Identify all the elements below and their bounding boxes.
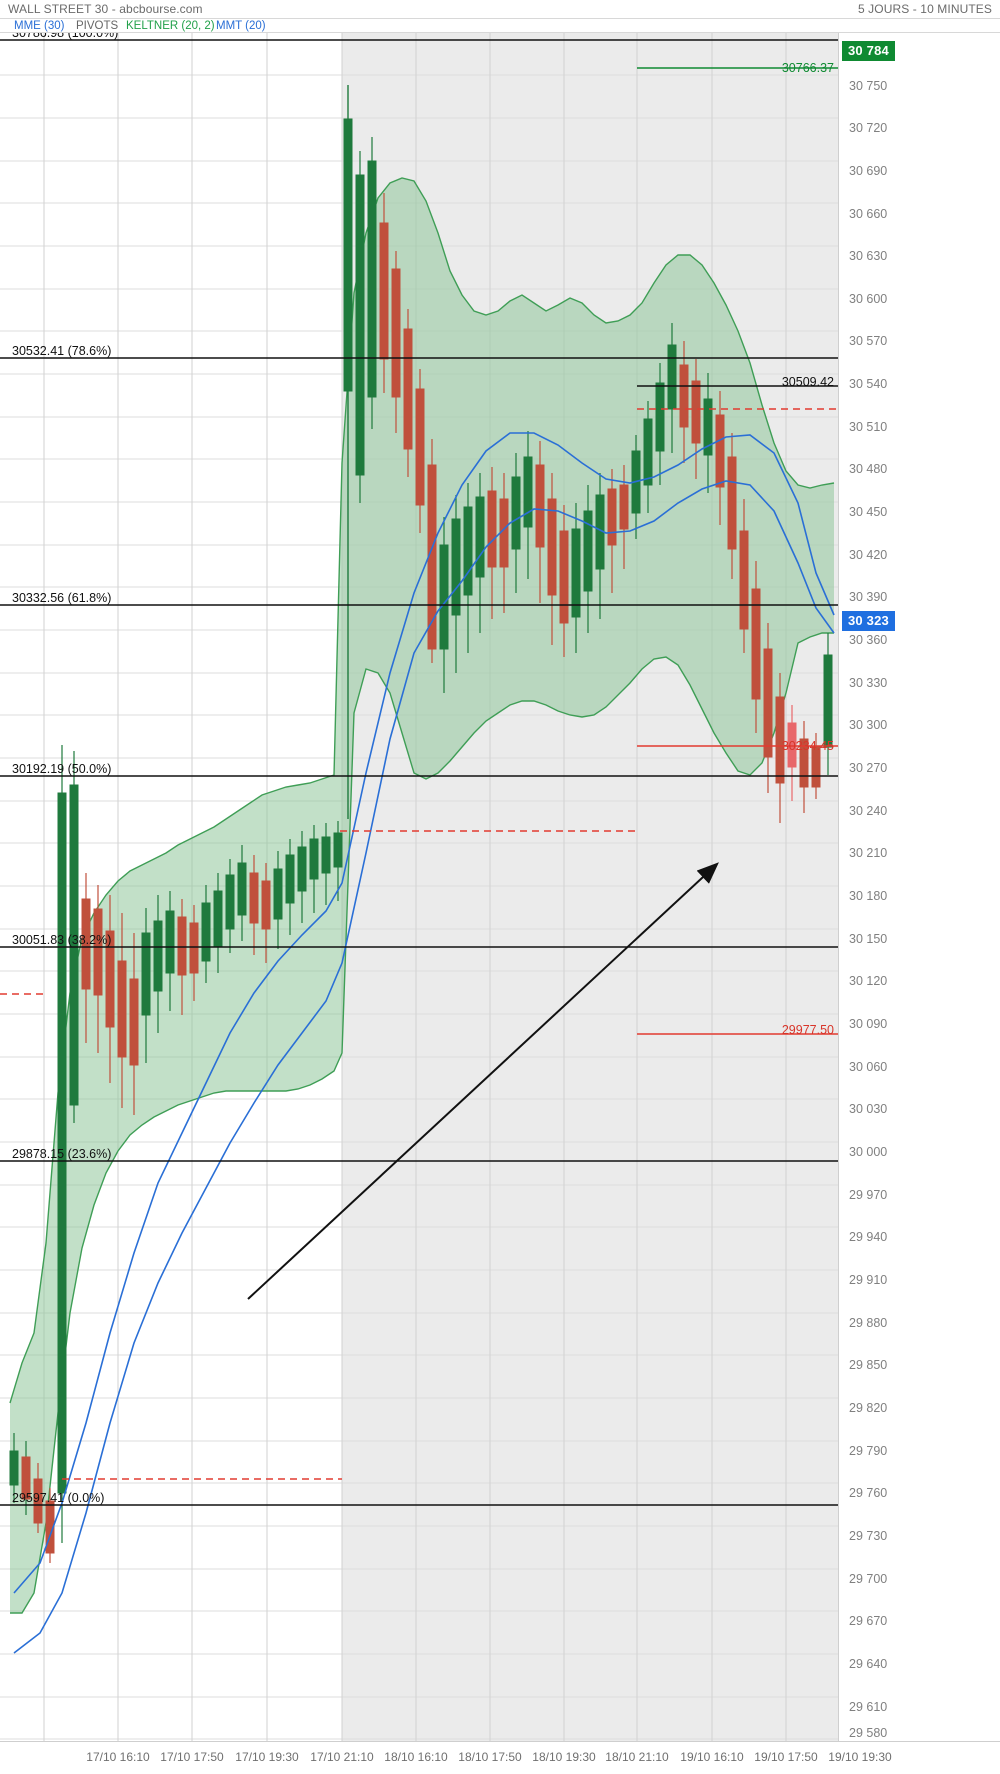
price-tick: 29 790 <box>849 1444 888 1458</box>
chart-plot-area[interactable]: 30786.98 (100.0%) 30532.41 (78.6%) 30332… <box>0 33 838 1741</box>
price-tick: 30 540 <box>849 377 888 391</box>
price-tick: 30 000 <box>849 1145 888 1159</box>
fib-label-786: 30532.41 (78.6%) <box>12 344 112 358</box>
time-tick: 17/10 17:50 <box>160 1750 224 1764</box>
price-tick: 29 910 <box>849 1273 888 1287</box>
time-tick: 19/10 17:50 <box>754 1750 818 1764</box>
keltner-upper-line <box>9 177 835 1404</box>
indicator-pivots[interactable]: PIVOTS <box>76 20 119 32</box>
time-tick: 17/10 16:10 <box>86 1750 150 1764</box>
price-tick: 30 480 <box>849 462 888 476</box>
fib-label-0: 29597.41 (0.0%) <box>12 1491 105 1505</box>
price-tick: 30 510 <box>849 420 888 434</box>
price-tick: 30 360 <box>849 633 888 647</box>
annotation-label-30234: 30234.45 <box>781 739 834 753</box>
fib-label-618: 30332.56 (61.8%) <box>12 591 112 605</box>
chart-canvas <box>0 33 838 1741</box>
indicator-legend-bar: MME (30) PIVOTS KELTNER (20, 2) MMT (20) <box>0 18 1000 33</box>
price-tick: 29 820 <box>849 1401 888 1415</box>
mmt-20-line <box>13 480 835 1654</box>
price-tick: 30 120 <box>849 974 888 988</box>
time-tick: 18/10 16:10 <box>384 1750 448 1764</box>
annotation-label-29977: 29977.50 <box>781 1023 834 1037</box>
price-tick: 30 750 <box>849 79 888 93</box>
price-tick: 30 570 <box>849 334 888 348</box>
fib-label-382: 30051.83 (38.2%) <box>12 933 112 947</box>
chart-header: WALL STREET 30 - abcbourse.com 5 JOURS -… <box>0 0 1000 18</box>
time-tick: 19/10 16:10 <box>680 1750 744 1764</box>
fib-label-50: 30192.19 (50.0%) <box>12 762 112 776</box>
price-badge-current: 30 323 <box>842 611 895 631</box>
price-tick: 30 450 <box>849 505 888 519</box>
price-tick: 29 610 <box>849 1700 888 1714</box>
price-badge-high: 30 784 <box>842 41 895 61</box>
price-tick: 30 600 <box>849 292 888 306</box>
time-tick: 18/10 17:50 <box>458 1750 522 1764</box>
price-tick: 29 880 <box>849 1316 888 1330</box>
indicator-keltner[interactable]: KELTNER (20, 2) <box>126 20 215 32</box>
price-tick: 29 970 <box>849 1188 888 1202</box>
price-tick: 30 030 <box>849 1102 888 1116</box>
price-tick: 29 640 <box>849 1657 888 1671</box>
price-tick: 30 210 <box>849 846 888 860</box>
price-tick: 29 580 <box>849 1726 888 1740</box>
price-tick: 29 760 <box>849 1486 888 1500</box>
time-tick: 19/10 19:30 <box>828 1750 892 1764</box>
indicator-mme[interactable]: MME (30) <box>14 20 65 32</box>
price-tick: 30 150 <box>849 932 888 946</box>
fib-label-236: 29878.15 (23.6%) <box>12 1147 112 1161</box>
price-tick: 29 670 <box>849 1614 888 1628</box>
price-tick: 29 700 <box>849 1572 888 1586</box>
fib-label-100: 30786.98 (100.0%) <box>12 33 119 40</box>
price-tick: 30 660 <box>849 207 888 221</box>
time-tick: 17/10 21:10 <box>310 1750 374 1764</box>
price-tick: 30 390 <box>849 590 888 604</box>
price-tick: 29 940 <box>849 1230 888 1244</box>
annotation-label-30766: 30766.37 <box>781 61 834 75</box>
mme-30-line <box>13 432 835 1594</box>
price-tick: 30 330 <box>849 676 888 690</box>
candlestick-series <box>9 85 833 1563</box>
time-tick: 18/10 19:30 <box>532 1750 596 1764</box>
time-tick: 17/10 19:30 <box>235 1750 299 1764</box>
price-tick: 30 630 <box>849 249 888 263</box>
price-tick: 30 060 <box>849 1060 888 1074</box>
time-tick: 18/10 21:10 <box>605 1750 669 1764</box>
annotation-label-30509: 30509.42 <box>781 375 834 389</box>
price-tick: 29 850 <box>849 1358 888 1372</box>
price-tick: 30 300 <box>849 718 888 732</box>
price-tick: 30 690 <box>849 164 888 178</box>
price-tick: 30 090 <box>849 1017 888 1031</box>
time-axis[interactable]: 17/10 16:10 17/10 17:50 17/10 19:30 17/1… <box>0 1741 1000 1774</box>
page-title: WALL STREET 30 - abcbourse.com <box>8 2 203 16</box>
price-axis[interactable]: 30 784 30 750 30 720 30 690 30 660 30 63… <box>838 33 1000 1741</box>
pivot-dashed-lines <box>0 408 838 1480</box>
price-tick: 30 180 <box>849 889 888 903</box>
timeframe-label: 5 JOURS - 10 MINUTES <box>857 2 992 16</box>
price-tick: 30 720 <box>849 121 888 135</box>
price-tick: 30 420 <box>849 548 888 562</box>
indicator-mmt[interactable]: MMT (20) <box>216 20 266 32</box>
fibonacci-lines <box>0 39 838 1506</box>
price-tick: 30 270 <box>849 761 888 775</box>
keltner-channel-band <box>10 178 834 1613</box>
price-tick: 29 730 <box>849 1529 888 1543</box>
trend-arrow <box>247 862 719 1300</box>
price-tick: 30 240 <box>849 804 888 818</box>
